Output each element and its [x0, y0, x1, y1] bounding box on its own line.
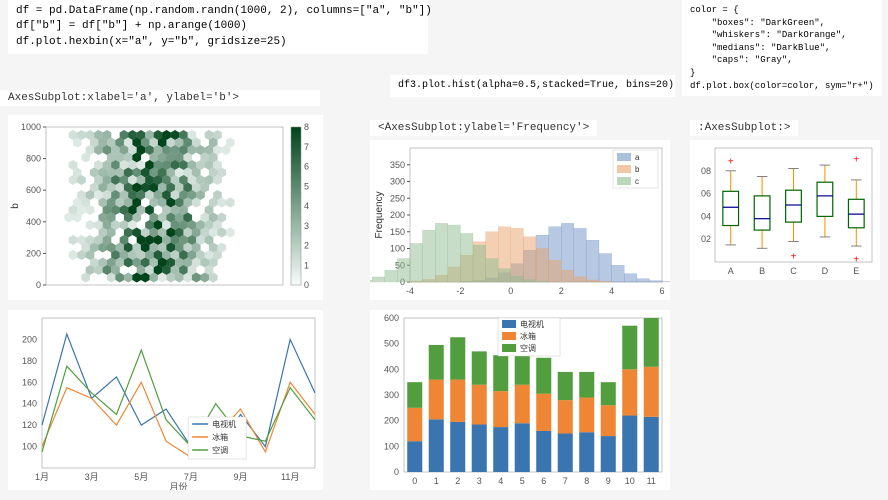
svg-text:冰箱: 冰箱 — [212, 432, 228, 442]
svg-text:3: 3 — [304, 221, 309, 231]
svg-text:4: 4 — [304, 201, 309, 211]
svg-text:6: 6 — [659, 286, 664, 296]
svg-text:300: 300 — [384, 390, 399, 400]
svg-text:+: + — [790, 252, 796, 263]
svg-text:0: 0 — [394, 467, 399, 477]
svg-text:400: 400 — [26, 217, 41, 227]
svg-text:2: 2 — [559, 286, 564, 296]
histogram-chart: 050100150200250300350-4-20246Frequencyab… — [370, 140, 670, 300]
svg-text:+: + — [853, 155, 859, 166]
svg-text:04: 04 — [701, 211, 711, 221]
svg-text:8: 8 — [584, 476, 589, 486]
svg-text:200: 200 — [390, 210, 405, 220]
svg-text:10: 10 — [625, 476, 635, 486]
hexbin-chart: 0 200 400 600 800 1000 b 0 1 2 3 4 5 6 7 8 — [8, 115, 323, 300]
svg-text:9: 9 — [606, 476, 611, 486]
code-hexbin: df = pd.DataFrame(np.random.randn(1000, … — [8, 0, 428, 54]
svg-text:02: 02 — [701, 234, 711, 244]
svg-text:0: 0 — [508, 286, 513, 296]
svg-text:300: 300 — [390, 177, 405, 187]
svg-text:1月: 1月 — [35, 472, 49, 482]
svg-text:Frequency: Frequency — [374, 191, 385, 238]
svg-text:150: 150 — [390, 227, 405, 237]
svg-text:9月: 9月 — [234, 472, 248, 482]
svg-text:b: b — [635, 165, 640, 174]
svg-text:200: 200 — [22, 334, 37, 344]
svg-text:11: 11 — [647, 476, 656, 486]
svg-text:250: 250 — [390, 193, 405, 203]
svg-text:1000: 1000 — [21, 122, 41, 132]
svg-text:800: 800 — [26, 154, 41, 164]
svg-text:200: 200 — [26, 248, 41, 258]
svg-text:4: 4 — [498, 476, 503, 486]
svg-text:180: 180 — [22, 356, 37, 366]
svg-text:200: 200 — [384, 416, 399, 426]
svg-text:8: 8 — [304, 122, 309, 132]
svg-text:A: A — [728, 266, 734, 276]
svg-text:0: 0 — [36, 280, 41, 290]
svg-text:空调: 空调 — [520, 343, 536, 353]
svg-text:1: 1 — [304, 260, 309, 270]
svg-text:3: 3 — [477, 476, 482, 486]
svg-text:D: D — [822, 266, 829, 276]
svg-text:7: 7 — [304, 142, 309, 152]
svg-text:电视机: 电视机 — [212, 419, 236, 429]
svg-text:冰箱: 冰箱 — [520, 331, 536, 341]
svg-text:4: 4 — [609, 286, 614, 296]
svg-text:2: 2 — [455, 476, 460, 486]
svg-text:2: 2 — [304, 241, 309, 251]
svg-text:-2: -2 — [456, 286, 464, 296]
svg-text:11月: 11月 — [281, 472, 299, 482]
svg-text:5: 5 — [520, 476, 525, 486]
svg-text:5: 5 — [304, 181, 309, 191]
box-subplot-label: :AxesSubplot:> — [690, 120, 798, 136]
svg-text:1: 1 — [434, 476, 439, 486]
svg-text:100: 100 — [384, 441, 399, 451]
svg-text:600: 600 — [384, 313, 399, 323]
line-chart: 100 120 140 160 180 200 1月 3月 5月 7月 9月 11月月份 电视机冰箱空调 — [8, 310, 323, 490]
hexbin-subplot-label: AxesSubplot:xlabel='a', ylabel='b'> — [0, 90, 320, 106]
svg-text:3月: 3月 — [85, 472, 99, 482]
svg-text:6: 6 — [541, 476, 546, 486]
svg-text:0: 0 — [412, 476, 417, 486]
svg-text:B: B — [759, 266, 765, 276]
stacked-bar-chart: 0 100 200 300 400 500 600 0 1 2 3 4 5 6 7 8 9 10 11 电视机冰箱空调 — [370, 310, 670, 490]
svg-text:500: 500 — [384, 339, 399, 349]
svg-text:a: a — [635, 153, 640, 162]
svg-text:月份: 月份 — [169, 481, 187, 490]
svg-text:160: 160 — [22, 377, 37, 387]
svg-text:0: 0 — [304, 280, 309, 290]
svg-text:600: 600 — [26, 185, 41, 195]
svg-text:120: 120 — [22, 420, 37, 430]
svg-text:350: 350 — [390, 160, 405, 170]
svg-text:400: 400 — [384, 364, 399, 374]
svg-text:7: 7 — [563, 476, 568, 486]
svg-text:100: 100 — [390, 244, 405, 254]
svg-text:140: 140 — [22, 399, 37, 409]
svg-text:100: 100 — [22, 442, 37, 452]
svg-text:空调: 空调 — [212, 445, 228, 455]
code-hist: df3.plot.hist(alpha=0.5,stacked=True, bi… — [390, 75, 675, 97]
svg-text:b: b — [10, 203, 21, 209]
code-boxplot: color = { "boxes": "DarkGreen", "whisker… — [682, 0, 882, 96]
svg-text:c: c — [635, 177, 639, 186]
svg-text:08: 08 — [701, 166, 711, 176]
svg-text:-4: -4 — [406, 286, 414, 296]
svg-text:+: + — [728, 158, 734, 169]
svg-text:C: C — [790, 266, 797, 276]
svg-text:7月: 7月 — [184, 472, 198, 482]
svg-text:6: 6 — [304, 162, 309, 172]
svg-text:E: E — [853, 266, 859, 276]
hist-subplot-label: <AxesSubplot:ylabel='Frequency'> — [370, 120, 597, 136]
boxplot-chart: 02040608+AB+CD++E — [690, 140, 880, 280]
svg-text:5月: 5月 — [134, 472, 148, 482]
svg-text:06: 06 — [701, 189, 711, 199]
svg-text:电视机: 电视机 — [520, 319, 544, 329]
